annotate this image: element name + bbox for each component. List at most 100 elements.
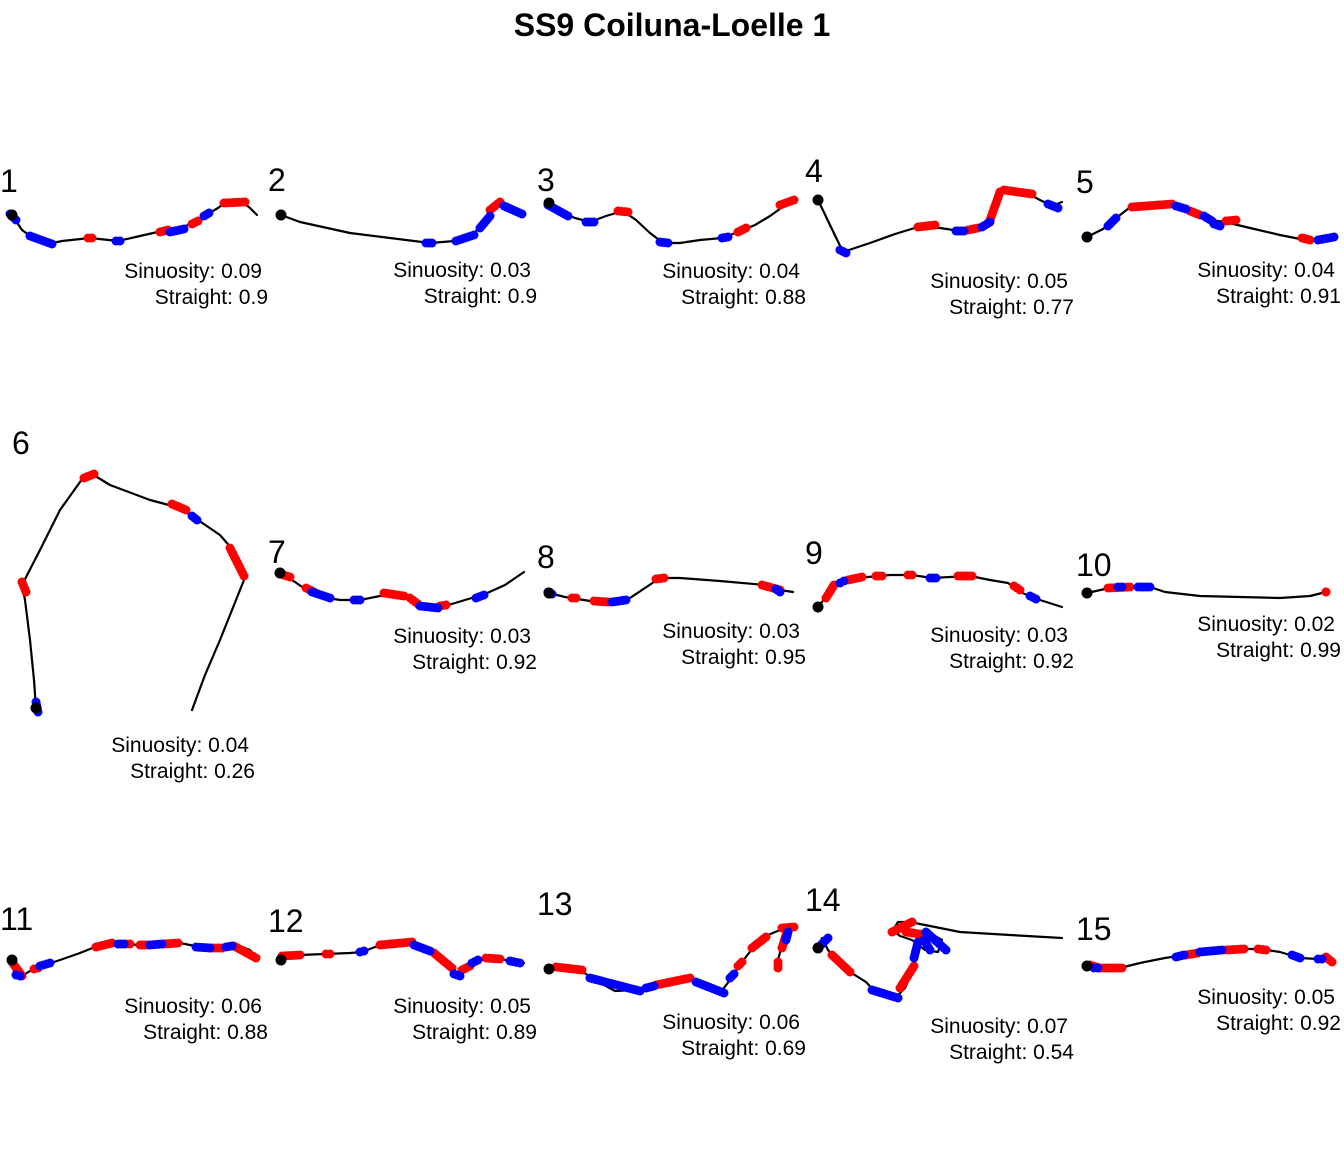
red-segment-dot [1261,945,1271,955]
chart-title: SS9 Coiluna-Loelle 1 [514,7,831,43]
start-point [812,601,824,613]
blue-segment-dot [115,236,125,246]
panel-3: 3 Sinuosity: 0.04 Straight: 0.88 [537,162,806,309]
panel-number: 8 [537,539,555,575]
sinuosity-label: Sinuosity: 0.03 [930,624,1068,647]
panel-number: 10 [1076,547,1112,583]
trajectory-path [816,188,1064,254]
red-segment-dot [907,570,917,580]
red-segment-dot [789,922,799,932]
panel-6: 6 Sinuosity: 0.04 Straight: 0.26 [12,425,255,783]
blue-segment-dot [841,248,851,258]
red-segment-dot [773,963,783,973]
panel-5: 5 Sinuosity: 0.04 Straight: 0.91 [1076,164,1341,308]
straightness-label: Straight: 0.92 [412,651,537,674]
red-segment-dot [909,961,919,971]
blue-segment-dot [589,217,599,227]
red-segment-dot [907,917,917,927]
red-segment-dot [1015,585,1025,595]
red-segment-dot [181,505,191,515]
blue-segment-dot [192,515,202,525]
panel-12: 12 Sinuosity: 0.05 Straight: 0.89 [268,903,537,1044]
blue-segment-dot [1181,204,1191,214]
blue-segment-dot [45,958,55,968]
panel-2: 2 Sinuosity: 0.03 Straight: 0.9 [268,162,537,308]
sinuosity-label: Sinuosity: 0.04 [662,260,800,283]
blue-segment-dot [433,603,443,613]
blue-segment-dot [985,217,995,227]
red-segment-dot [1321,587,1331,597]
blue-segment-dot [1179,950,1189,960]
blue-segment-dot [427,238,437,248]
blue-segment-dot [1053,203,1063,213]
blue-segment-dot [781,935,791,945]
panel-number: 12 [268,903,304,939]
panel-7: 7 Sinuosity: 0.03 Straight: 0.92 [268,534,537,674]
blue-segment-dot [359,946,369,956]
red-segment-dot [789,195,799,205]
straightness-label: Straight: 0.77 [949,296,1074,319]
start-point [274,567,286,579]
blue-segment-dot [485,211,495,221]
sinuosity-label: Sinuosity: 0.03 [393,259,531,282]
blue-segment-dot [563,211,573,221]
panel-8: 8 Sinuosity: 0.03 Straight: 0.95 [537,539,806,669]
straightness-label: Straight: 0.88 [681,286,806,309]
start-point [30,702,42,714]
red-segment-dot [623,207,633,217]
blue-segment-dot [649,981,659,991]
red-segment-dot [89,469,99,479]
red-segment-dot [1239,944,1249,954]
start-point [812,194,824,206]
trajectory-path [20,472,246,712]
blue-segment-dot [205,943,215,953]
red-segment-dot [21,587,31,597]
red-segment-dot [173,938,183,948]
red-segment-dot [251,953,261,963]
blue-segment-dot [227,941,237,951]
sinuosity-label: Sinuosity: 0.05 [393,995,531,1018]
red-segment-dot [325,949,335,959]
sinuosity-label: Sinuosity: 0.06 [662,1011,800,1034]
red-segment-dot [87,233,97,243]
blue-segment-dot [893,993,903,1003]
start-point [543,963,555,975]
red-segment-dot [1027,189,1037,199]
blue-segment-dot [517,209,527,219]
blue-segment-dot [729,969,739,979]
panel-number: 5 [1076,164,1094,200]
blue-segment-dot [157,939,167,949]
blue-segment-dot [425,946,435,956]
straightness-label: Straight: 0.95 [681,646,806,669]
sinuosity-label: Sinuosity: 0.06 [124,995,262,1018]
trajectory-path [547,576,795,604]
red-segment-dot [285,572,295,582]
red-segment-dot [737,957,747,967]
red-segment-dot [761,932,771,942]
start-point [6,209,18,221]
red-segment-dot [967,571,977,581]
blue-segment-dot [621,595,631,605]
straightness-label: Straight: 0.92 [1216,1012,1341,1035]
start-point [1081,231,1093,243]
start-point [1081,960,1093,972]
blue-segment-dot [919,935,929,945]
blue-segment-dot [1031,594,1041,604]
blue-segment-dot [15,971,25,981]
panel-number: 15 [1076,911,1112,947]
panel-number: 1 [0,163,18,199]
red-segment-dot [1117,963,1127,973]
sinuosity-label: Sinuosity: 0.03 [662,620,800,643]
blue-segment-dot [1111,213,1121,223]
straightness-label: Straight: 0.9 [424,285,537,308]
blue-segment-dot [455,971,465,981]
red-segment-dot [1231,215,1241,225]
sinuosity-label: Sinuosity: 0.07 [930,1015,1068,1038]
blue-segment-dot [479,590,489,600]
straightness-label: Straight: 0.9 [155,286,268,309]
sinuosity-label: Sinuosity: 0.04 [111,734,249,757]
start-point [275,954,287,966]
panel-1: 1 Sinuosity: 0.09 Straight: 0.9 [0,163,268,309]
blue-segment-dot [1329,232,1339,242]
